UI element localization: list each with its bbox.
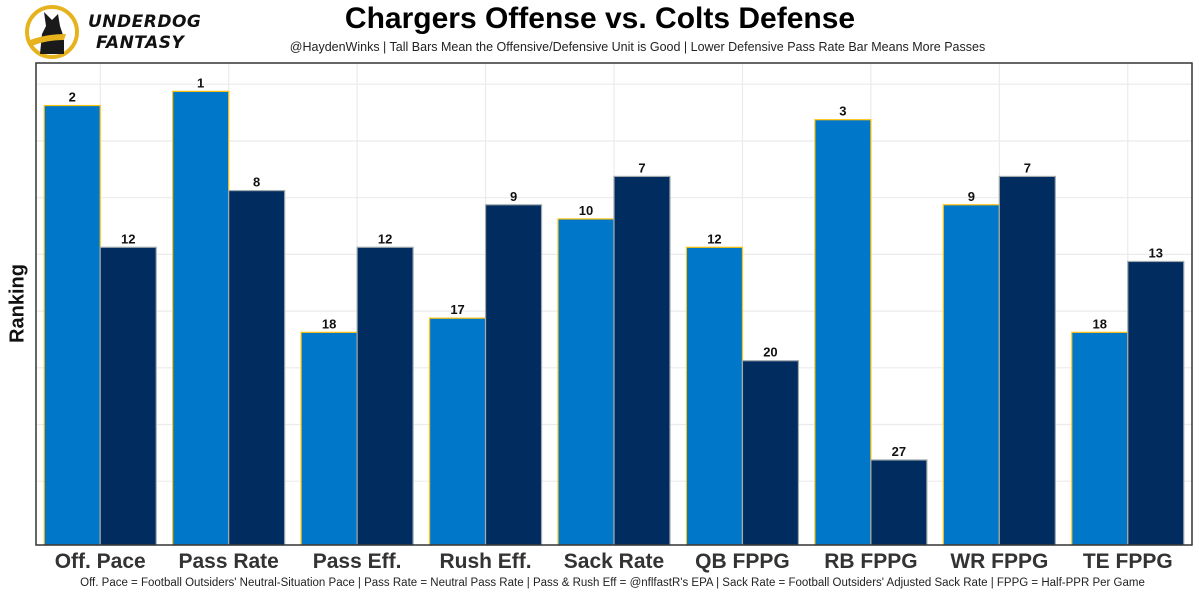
bar-offense-wr-fppg (942, 204, 1000, 546)
value-label-defense: 7 (1024, 160, 1031, 175)
x-tick-label: WR FPPG (950, 550, 1048, 573)
value-label-offense: 17 (450, 302, 464, 317)
plot-panel-border (35, 62, 1193, 546)
bar-offense-sack-rate (557, 218, 615, 546)
value-label-offense: 2 (69, 90, 76, 105)
x-tick-label: TE FPPG (1083, 550, 1173, 573)
bar-defense-pass-eff (356, 246, 414, 546)
value-label-offense: 3 (839, 104, 846, 119)
x-tick-label: Rush Eff. (439, 550, 531, 573)
value-label-offense: 9 (968, 189, 975, 204)
bar-offense-te-fppg (1071, 331, 1129, 546)
value-label-defense: 8 (253, 175, 260, 190)
x-tick-label: Off. Pace (55, 550, 146, 573)
x-tick-label: Sack Rate (564, 550, 664, 573)
value-label-defense: 12 (121, 231, 135, 246)
bar-offense-pass-rate (172, 90, 230, 546)
bar-defense-rush-eff (484, 204, 543, 546)
logo-text-underdog: UNDERDOG (88, 12, 202, 32)
footnote-caption: Off. Pace = Football Outsiders' Neutral-… (80, 577, 1145, 589)
x-axis-tick-labels: Off. Pace Pass Rate Pass Eff. Rush Eff. Sack… (55, 550, 1173, 573)
bar-defense-pass-rate (228, 189, 286, 546)
underdog-fantasy-logo: UNDERDOG FANTASY (24, 4, 214, 60)
value-label-offense: 10 (579, 203, 593, 218)
bar-offense-rush-eff (428, 317, 487, 546)
bars (43, 90, 1185, 546)
value-label-offense: 18 (1093, 316, 1107, 331)
value-label-defense: 7 (638, 160, 645, 175)
value-label-defense: 20 (763, 345, 777, 360)
value-label-offense: 18 (322, 316, 336, 331)
dog-logo-icon (25, 5, 79, 59)
bar-defense-wr-fppg (998, 175, 1056, 546)
bar-defense-off-pace (99, 246, 157, 546)
bar-defense-te-fppg (1127, 260, 1185, 546)
bar-offense-pass-eff (300, 331, 358, 546)
bar-defense-qb-fppg (741, 360, 800, 546)
bar-offense-off-pace (43, 104, 101, 546)
logo-text-fantasy: FANTASY (96, 33, 185, 53)
value-label-defense: 13 (1149, 245, 1163, 260)
bar-defense-rb-fppg (870, 459, 928, 546)
value-label-offense: 12 (707, 231, 721, 246)
bar-defense-sack-rate (613, 175, 671, 546)
chart-title: Chargers Offense vs. Colts Defense (344, 2, 856, 35)
value-label-defense: 9 (510, 189, 517, 204)
value-label-offense: 1 (197, 75, 204, 90)
x-tick-label: QB FPPG (695, 550, 790, 573)
x-tick-label: Pass Rate (178, 550, 278, 573)
x-tick-label: Pass Eff. (313, 550, 402, 573)
bar-offense-qb-fppg (685, 246, 744, 546)
chart-subtitle: @HaydenWinks | Tall Bars Mean the Offens… (289, 40, 986, 54)
value-label-defense: 12 (378, 231, 392, 246)
bar-offense-rb-fppg (814, 119, 872, 546)
x-tick-label: RB FPPG (824, 550, 917, 573)
value-label-defense: 27 (892, 444, 906, 459)
